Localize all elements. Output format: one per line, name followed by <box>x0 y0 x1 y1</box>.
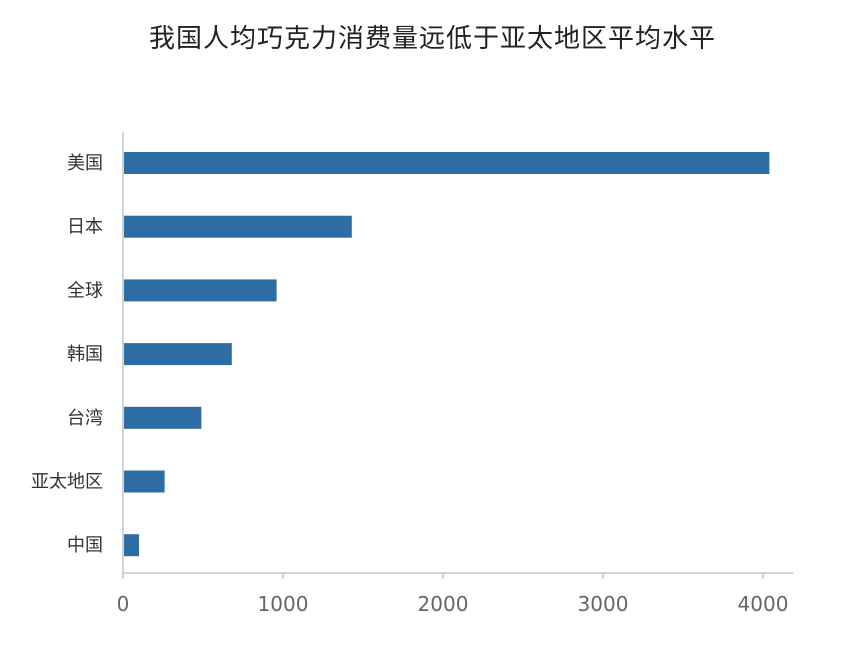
category-label: 亚太地区 <box>31 472 103 493</box>
bar <box>124 534 139 557</box>
bar <box>124 470 165 493</box>
bar <box>124 406 202 429</box>
category-label: 台湾 <box>67 408 103 429</box>
category-label: 美国 <box>67 153 103 174</box>
chart-title: 我国人均巧克力消费量远低于亚太地区平均水平 <box>148 24 716 54</box>
x-tick-label: 1000 <box>258 592 309 616</box>
x-tick-label: 3000 <box>578 592 629 616</box>
category-label: 韩国 <box>67 344 103 365</box>
bar <box>124 343 232 366</box>
x-tick-label: 4000 <box>738 592 789 616</box>
bar <box>124 215 352 238</box>
bar <box>124 279 277 302</box>
category-label: 日本 <box>67 217 103 238</box>
category-label: 中国 <box>67 535 103 556</box>
bar <box>124 152 770 174</box>
bars-layer <box>124 152 770 557</box>
x-tick-label: 0 <box>117 592 130 616</box>
category-label: 全球 <box>67 280 103 301</box>
axes <box>122 132 793 579</box>
x-tick-label: 2000 <box>418 592 469 616</box>
